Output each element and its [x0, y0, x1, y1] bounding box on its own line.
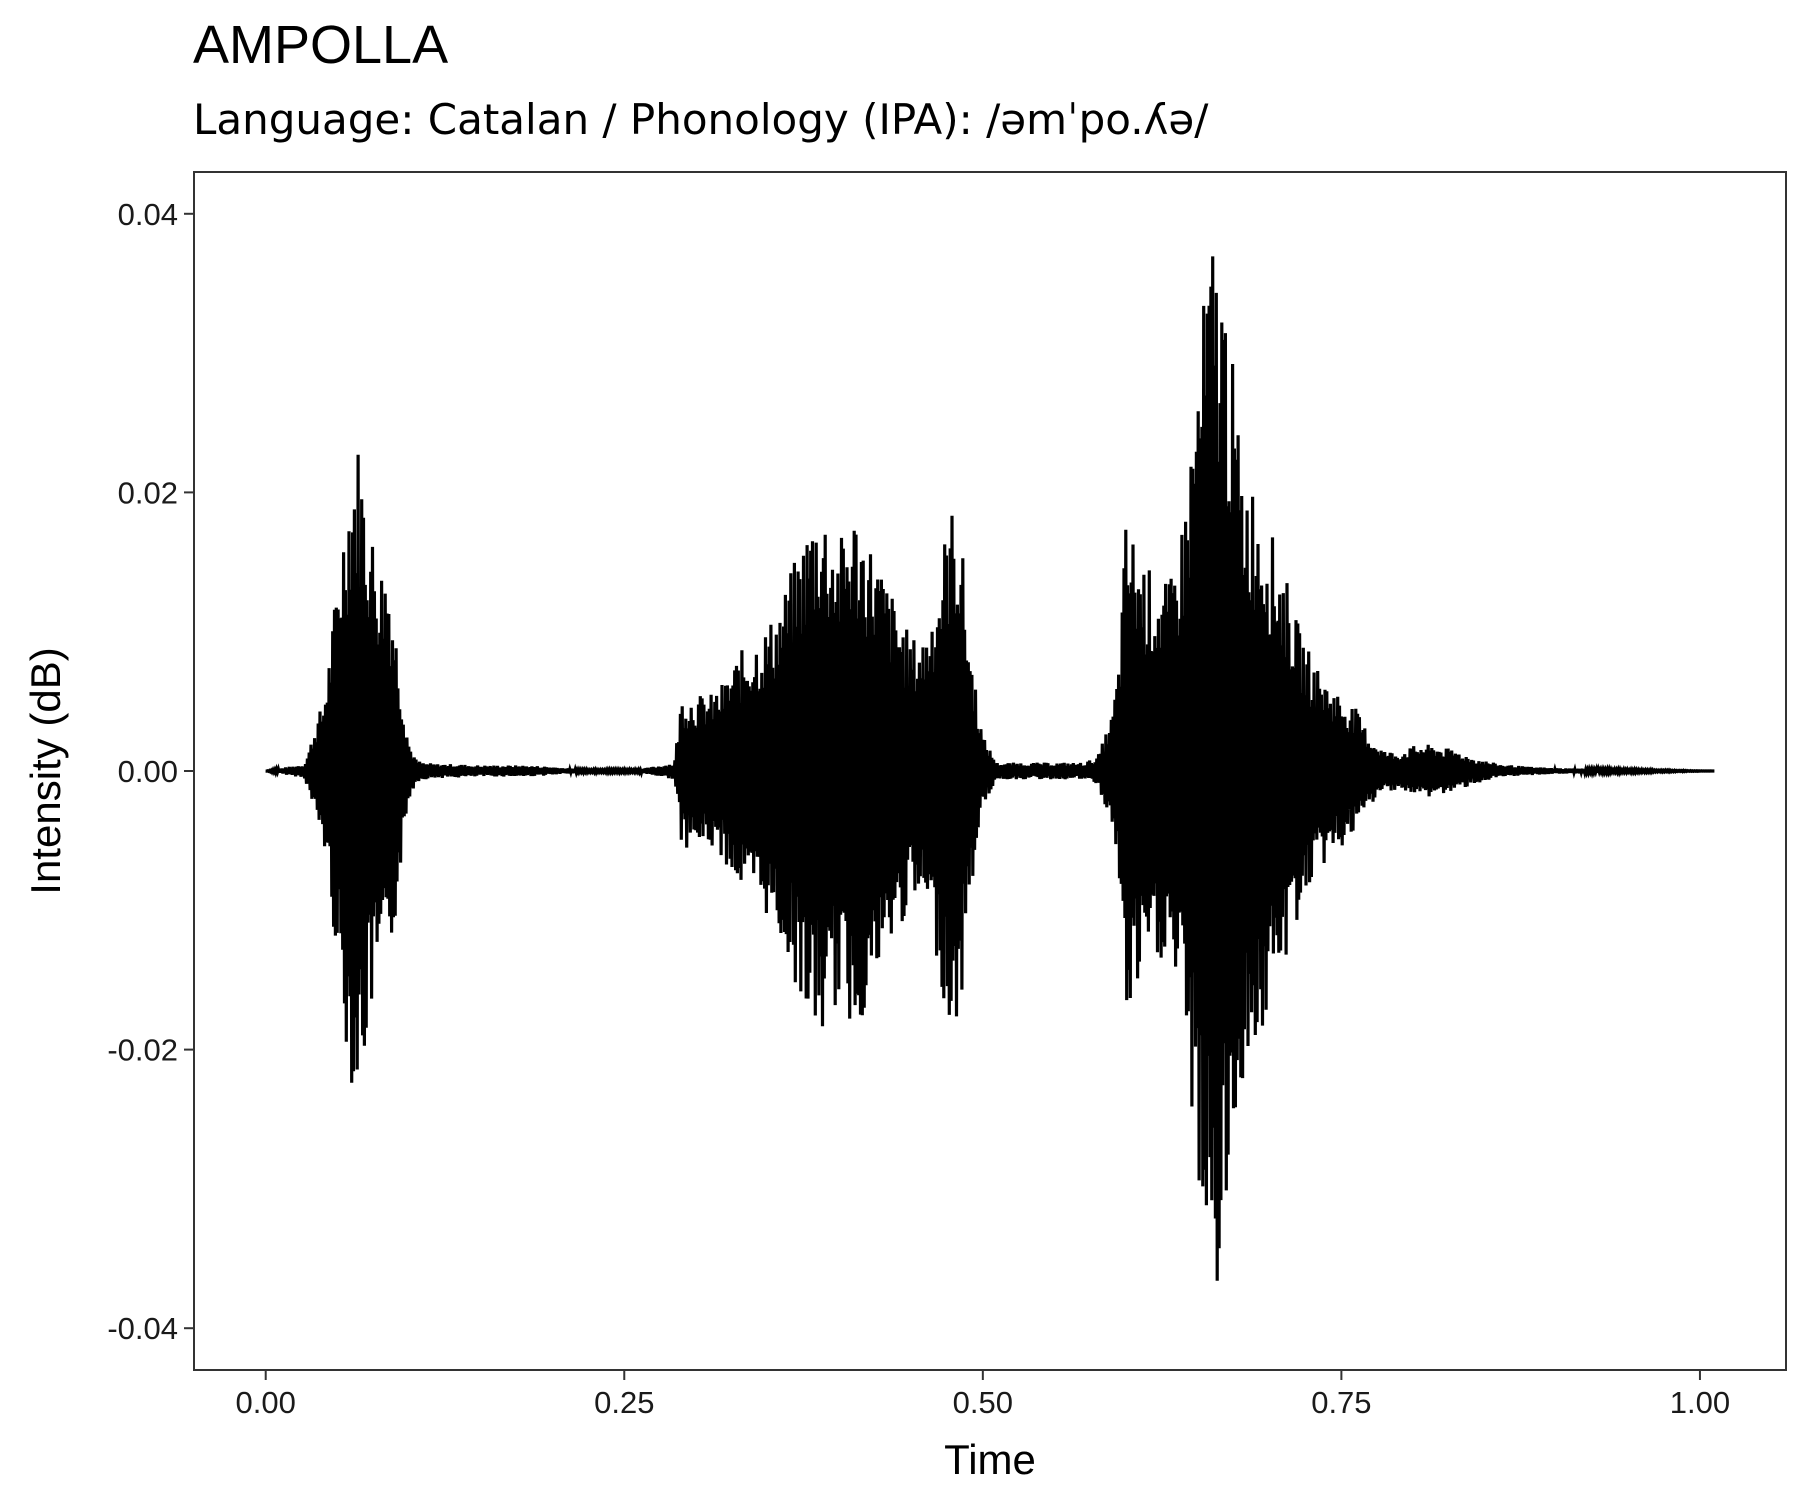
x-axis-title: Time [944, 1436, 1036, 1483]
y-tick-label: 0.00 [118, 754, 178, 789]
waveform-series-0 [265, 256, 1715, 1281]
x-tick-label: 1.00 [1670, 1385, 1730, 1420]
x-tick-label: 0.25 [594, 1385, 654, 1420]
y-tick-label: 0.04 [118, 197, 178, 232]
waveform-marks [265, 256, 1715, 1281]
y-tick-label: -0.02 [107, 1033, 178, 1068]
x-tick-label: 0.50 [953, 1385, 1013, 1420]
y-tick-label: -0.04 [107, 1311, 178, 1346]
chart-subtitle: Language: Catalan / Phonology (IPA): /əm… [193, 95, 1209, 144]
x-tick-label: 0.75 [1311, 1385, 1371, 1420]
x-tick-label: 0.00 [236, 1385, 296, 1420]
x-axis: 0.00 0.25 0.50 0.75 1.00 [236, 1370, 1730, 1420]
y-axis: -0.04 -0.02 0.00 0.02 0.04 [107, 197, 194, 1346]
y-axis-title: Intensity (dB) [22, 647, 69, 894]
chart-title: AMPOLLA [193, 15, 449, 75]
y-tick-label: 0.02 [118, 475, 178, 510]
